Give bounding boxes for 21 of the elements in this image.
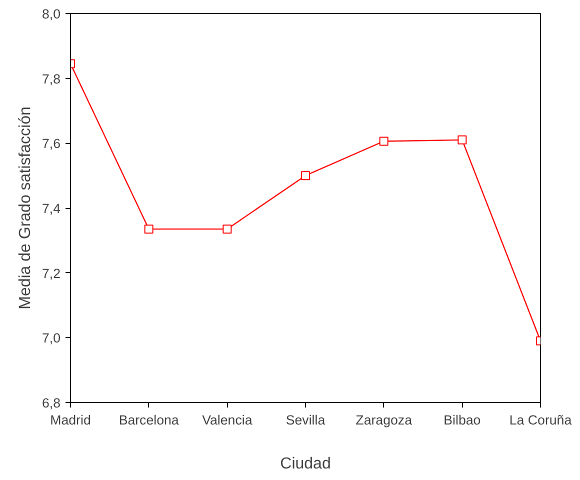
x-tick-label: Madrid <box>50 412 91 428</box>
point <box>144 224 154 234</box>
x-tick-label: Barcelona <box>118 412 180 428</box>
y-tick-label: 7,2 <box>42 266 61 281</box>
y-tick-label: 7,0 <box>42 330 61 346</box>
x-tick-label: Bilbao <box>444 412 481 428</box>
point <box>458 135 467 144</box>
point <box>379 136 388 146</box>
y-tick-label: 7,8 <box>42 71 61 86</box>
y-tick-label: 7,6 <box>42 136 61 152</box>
x-axis-title: Ciudad <box>280 456 331 472</box>
y-tick-label: 8,0 <box>42 6 61 22</box>
point <box>222 224 232 234</box>
x-tick-label: Valencia <box>202 412 253 428</box>
x-tick-label: La Coruña <box>509 412 572 428</box>
y-tick-label: 6,8 <box>42 396 61 410</box>
x-tick-label: Sevilla <box>286 412 326 428</box>
x-tick-label: Zaragoza <box>356 412 413 428</box>
y-axis-title: Media de Grado satisfacción <box>16 106 34 310</box>
point <box>301 171 310 180</box>
y-tick-label: 7,4 <box>42 201 62 216</box>
